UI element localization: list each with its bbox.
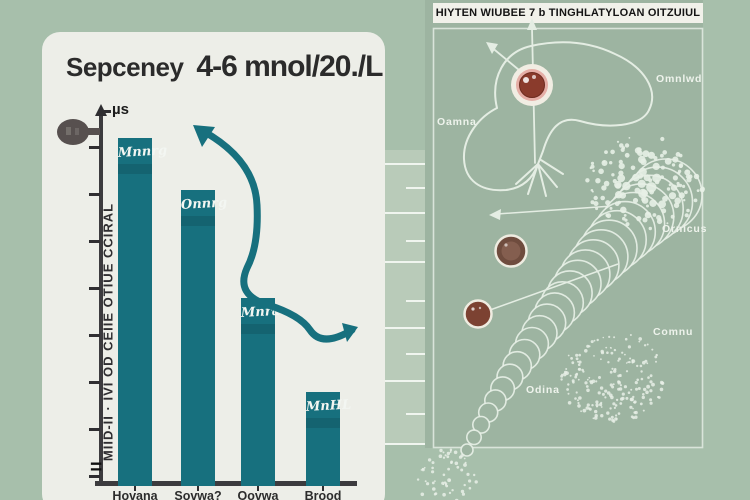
- diagram-arrowheads: [486, 18, 537, 220]
- stipple-dot-clusters: [416, 334, 665, 500]
- outline-blob-shape: [462, 41, 654, 197]
- chart-title: Sepceney 4-6 mnol/20./L: [66, 50, 383, 84]
- bar-label-band: [241, 324, 275, 334]
- x-axis-tick: [197, 486, 199, 491]
- pointer-line-2: [489, 263, 619, 311]
- y-axis-tick: [89, 145, 100, 149]
- label-blob-right: Omnlwd: [656, 73, 702, 85]
- cell-icon: [511, 64, 553, 106]
- category-label: Brood: [304, 489, 342, 500]
- label-cone: Comnu: [653, 326, 693, 338]
- panel-labels: Oamna Omnlwd Ornicus Comnu Odina: [437, 73, 707, 396]
- y-axis-tick: [89, 333, 100, 337]
- ribbed-cone-shape: [460, 158, 703, 457]
- ruler-mark-long: [385, 261, 428, 263]
- ruler-mark-short: [406, 413, 428, 415]
- axis-arrow-icon: [95, 104, 111, 116]
- x-axis-tick: [322, 486, 324, 491]
- category-label: Hovana: [112, 489, 158, 500]
- ruler-mark-short: [406, 240, 428, 242]
- ruler-mark-long: [385, 327, 428, 329]
- y-axis-unit: µs: [112, 101, 129, 118]
- ruler-mark-short: [406, 300, 428, 302]
- y-axis-tick: [89, 380, 100, 384]
- ruler-mark-short: [406, 187, 428, 189]
- diagonal-arrow-line: [489, 45, 520, 71]
- y-axis: [99, 112, 103, 485]
- chart-title-value: 4-6 mnol/20./L: [196, 50, 383, 83]
- bar: Onnrg: [181, 190, 227, 486]
- brown-cell-icon-2: [463, 299, 493, 329]
- y-axis-tick: [89, 286, 100, 290]
- label-stipple: Odina: [526, 384, 560, 396]
- diagram-panel-title: HIYTEN WIUBEE 7 b TINGHLATYLOAN OITZUIUL: [435, 7, 701, 19]
- ruler-mark-long: [385, 212, 428, 214]
- y-axis-tick: [89, 192, 100, 196]
- panel-inner-border: [432, 27, 704, 449]
- ruler-mark-long: [385, 380, 428, 382]
- category-label: Oovwa: [237, 489, 279, 500]
- y-axis-tick: [89, 239, 100, 243]
- label-cell-left: Oamna: [437, 116, 477, 128]
- chart-title-word: Sepceney: [66, 52, 184, 82]
- ruler-mark-short: [406, 353, 428, 355]
- y-axis-tick: [89, 474, 100, 478]
- bar: MnHL: [306, 392, 352, 486]
- small-cells: [463, 234, 619, 329]
- bar-label-band: [118, 164, 152, 174]
- bar-label-band: [306, 418, 340, 428]
- bar: Mnra: [241, 298, 280, 486]
- origin-mark: =: [90, 456, 103, 479]
- trend-arrow-icon: [193, 125, 358, 343]
- x-axis-tick: [257, 486, 259, 491]
- label-cluster: Ornicus: [662, 223, 707, 235]
- ruler-mark-long: [385, 443, 428, 445]
- bar-label-band: [181, 216, 215, 226]
- ruler-mark-long: [385, 163, 428, 165]
- bar: Mnnrg: [118, 138, 168, 486]
- ruler-strip: [385, 150, 428, 445]
- x-axis: [95, 481, 357, 486]
- bubble-cluster: [585, 136, 705, 231]
- x-axis-tick: [134, 486, 136, 491]
- category-label: Sovwa?: [174, 489, 222, 500]
- y-axis-tick: [89, 427, 100, 431]
- diagram-panel-titlebar: HIYTEN WIUBEE 7 b TINGHLATYLOAN OITZUIUL: [433, 3, 703, 23]
- pin-icon: [57, 119, 100, 145]
